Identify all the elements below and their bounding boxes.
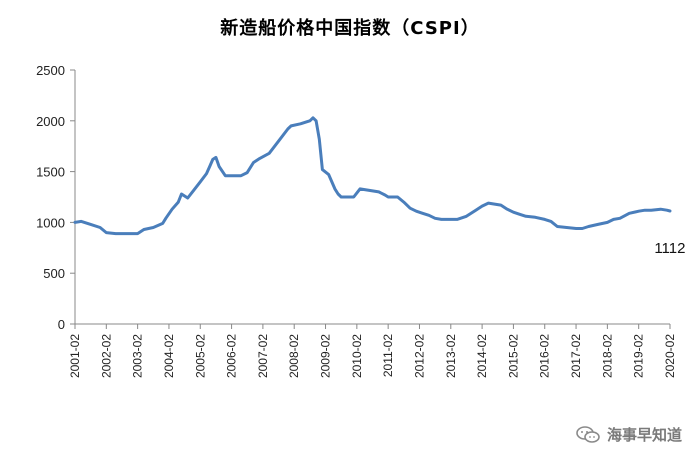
x-tick-label: 2007-02 — [256, 334, 270, 378]
chart-axes — [74, 70, 670, 325]
y-tick-label: 500 — [43, 266, 65, 281]
x-tick-label: 2002-02 — [99, 334, 113, 378]
y-tick-label: 2500 — [36, 63, 65, 78]
x-tick-label: 2018-02 — [600, 334, 614, 378]
x-tick-label: 2015-02 — [506, 334, 520, 378]
x-tick-label: 2016-02 — [538, 334, 552, 378]
watermark: 海事早知道 — [575, 424, 682, 445]
x-tick-label: 2010-02 — [350, 334, 364, 378]
x-tick-label: 2008-02 — [287, 334, 301, 378]
series-line — [73, 116, 672, 236]
x-tick-label: 2003-02 — [131, 334, 145, 378]
y-tick-label: 2000 — [36, 114, 65, 129]
watermark-text: 海事早知道 — [606, 426, 682, 444]
x-axis-ticks: 2001-02 2002-02 2003-02 2004-02 2005-02 2006-… — [68, 324, 677, 378]
x-tick-label: 2019-02 — [632, 334, 646, 378]
x-tick-label: 2004-02 — [162, 334, 176, 378]
x-tick-label: 2020-02 — [663, 334, 677, 378]
y-tick-label: 1000 — [36, 215, 65, 230]
y-tick-label: 0 — [58, 317, 65, 332]
x-tick-label: 2005-02 — [193, 334, 207, 378]
wechat-icon — [576, 425, 600, 443]
x-tick-label: 2012-02 — [412, 334, 426, 378]
y-tick-label: 1500 — [36, 165, 65, 180]
data-label: 1112 — [654, 240, 685, 257]
x-tick-label: 2001-02 — [68, 334, 82, 378]
series-group — [73, 116, 672, 236]
x-tick-label: 2017-02 — [569, 334, 583, 378]
chart-title: 新造船价格中国指数（CSPI） — [220, 18, 480, 39]
y-axis-ticks: 0 500 1000 1500 2000 2500 — [36, 63, 75, 332]
x-tick-label: 2014-02 — [475, 334, 489, 378]
data-labels: 1112 — [654, 240, 685, 257]
x-tick-label: 2006-02 — [225, 334, 239, 378]
x-tick-label: 2009-02 — [319, 334, 333, 378]
x-tick-label: 2011-02 — [381, 334, 395, 377]
x-tick-label: 2013-02 — [444, 334, 458, 378]
